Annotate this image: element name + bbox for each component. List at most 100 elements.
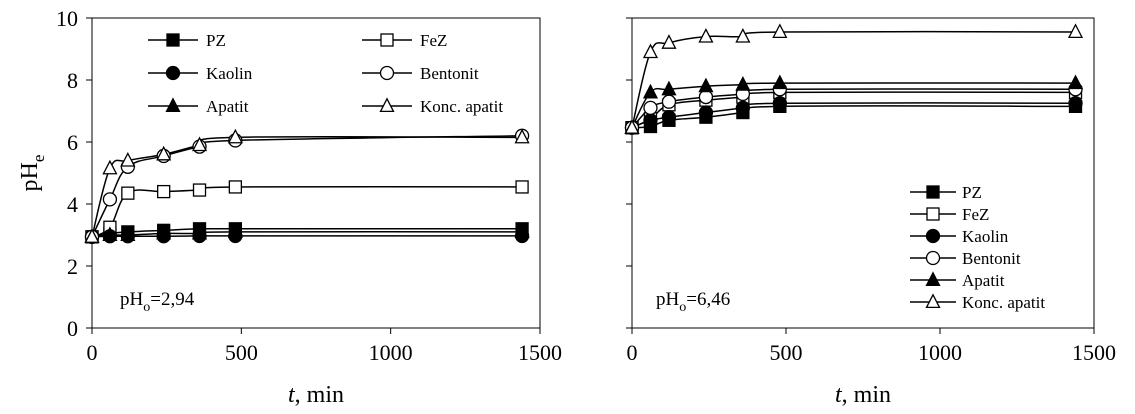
data-point — [661, 94, 677, 109]
legend-item: Kaolin — [910, 227, 1009, 246]
legend-label: Konc. apatit — [420, 97, 503, 116]
data-point — [698, 89, 714, 105]
x-tick-label: 500 — [225, 340, 258, 365]
chart-panel-right: 0 500 1000 1500 PZ FeZ Kaolin Bentonit Apatit Ko… — [624, 17, 1116, 408]
annotation-ph0: pHo=2,94 — [120, 289, 195, 315]
data-point — [102, 159, 118, 175]
data-point — [698, 27, 714, 43]
y-tick-label: 2 — [67, 254, 78, 279]
y-tick-label: 0 — [67, 316, 78, 341]
data-point — [156, 224, 172, 240]
legend-marker — [165, 97, 181, 113]
data-point — [121, 186, 135, 200]
data-point — [1067, 74, 1084, 90]
data-point — [643, 100, 658, 116]
x-tick-label: 1000 — [369, 340, 413, 365]
legend-label: Kaolin — [206, 64, 253, 83]
series-line — [631, 105, 1076, 129]
legend-label: Bentonit — [962, 249, 1021, 268]
legend-item: Bentonit — [910, 249, 1021, 268]
legend-label: FeZ — [962, 205, 989, 224]
x-tick-label: 1500 — [1072, 340, 1116, 365]
legend-marker — [925, 250, 941, 266]
x-tick-label: 0 — [627, 340, 638, 365]
axis-group: 0 2 4 6 8 10 0 500 1000 1500 — [56, 6, 562, 365]
data-point — [661, 110, 677, 125]
legend-label: Kaolin — [962, 227, 1009, 246]
data-point — [698, 105, 714, 120]
series-line — [91, 235, 523, 238]
series-line — [631, 88, 1076, 129]
series-group — [624, 23, 1084, 135]
plot-area-border — [91, 17, 541, 329]
legend-marker — [379, 97, 395, 113]
data-point — [514, 128, 530, 144]
data-point — [642, 83, 659, 99]
x-tick-label: 500 — [770, 340, 803, 365]
legend-item: Kaolin — [148, 64, 253, 83]
legend-item: Apatit — [910, 271, 1005, 290]
legend-item: PZ — [910, 183, 982, 202]
data-point — [120, 151, 136, 167]
data-point — [514, 223, 530, 238]
y-axis-title: pHe — [17, 155, 48, 192]
data-point — [661, 34, 677, 49]
data-point — [1068, 96, 1083, 111]
data-point — [191, 224, 208, 240]
data-point — [120, 226, 136, 242]
data-point — [735, 100, 751, 116]
legend-marker — [166, 33, 180, 47]
data-point — [772, 74, 788, 90]
annotation-ph0: pHo=6,46 — [656, 289, 730, 315]
legend-marker — [380, 33, 394, 47]
legend-label: Apatit — [962, 271, 1005, 290]
data-point — [772, 23, 788, 38]
axis-group: 0 500 1000 1500 — [626, 17, 1116, 365]
legend-item: Bentonit — [362, 64, 479, 83]
legend-label: Konc. apatit — [962, 293, 1045, 312]
legend: PZ FeZ Kaolin Bentonit Apatit Konc. apatit — [148, 31, 503, 116]
data-point — [735, 27, 751, 43]
x-tick-label: 0 — [87, 340, 98, 365]
data-point — [661, 80, 677, 96]
x-axis-title: t, min — [288, 382, 344, 408]
data-point — [643, 113, 658, 128]
data-point — [84, 228, 100, 243]
legend-label: PZ — [962, 183, 982, 202]
y-tick-label: 6 — [67, 130, 78, 155]
x-tick-label: 1500 — [518, 340, 562, 365]
data-point — [772, 96, 787, 111]
chart-panel-left: 0 2 4 6 8 10 0 500 1000 1500 PZ FeZ Kaolin Bentonit A… — [17, 6, 562, 408]
legend-item: PZ — [148, 31, 226, 50]
legend-item: Konc. apatit — [910, 293, 1045, 312]
legend: PZ FeZ Kaolin Bentonit Apatit Konc. apatit — [910, 183, 1045, 312]
legend-label: Bentonit — [420, 64, 479, 83]
legend-label: Apatit — [206, 97, 249, 116]
series-group — [84, 128, 530, 245]
data-point — [157, 184, 171, 199]
legend-item: Apatit — [148, 97, 249, 116]
legend-marker — [926, 207, 940, 221]
data-point — [1067, 23, 1084, 38]
legend-marker — [925, 228, 941, 244]
data-point — [227, 128, 243, 144]
data-point — [102, 192, 118, 207]
plot-area-border — [631, 17, 1095, 329]
legend-marker — [925, 271, 941, 287]
data-point — [192, 183, 207, 197]
legend-label: PZ — [206, 31, 226, 50]
y-tick-label: 10 — [56, 6, 78, 31]
legend-item: FeZ — [910, 205, 989, 224]
data-point — [156, 145, 172, 161]
data-point — [191, 136, 208, 152]
legend-marker — [926, 185, 940, 199]
data-point — [228, 180, 243, 194]
data-point — [227, 223, 243, 238]
data-point — [515, 180, 529, 194]
x-tick-label: 1000 — [918, 340, 962, 365]
legend-marker — [925, 293, 941, 309]
legend-item: FeZ — [362, 31, 447, 50]
data-point — [624, 119, 640, 134]
x-axis-title: t, min — [835, 382, 891, 408]
